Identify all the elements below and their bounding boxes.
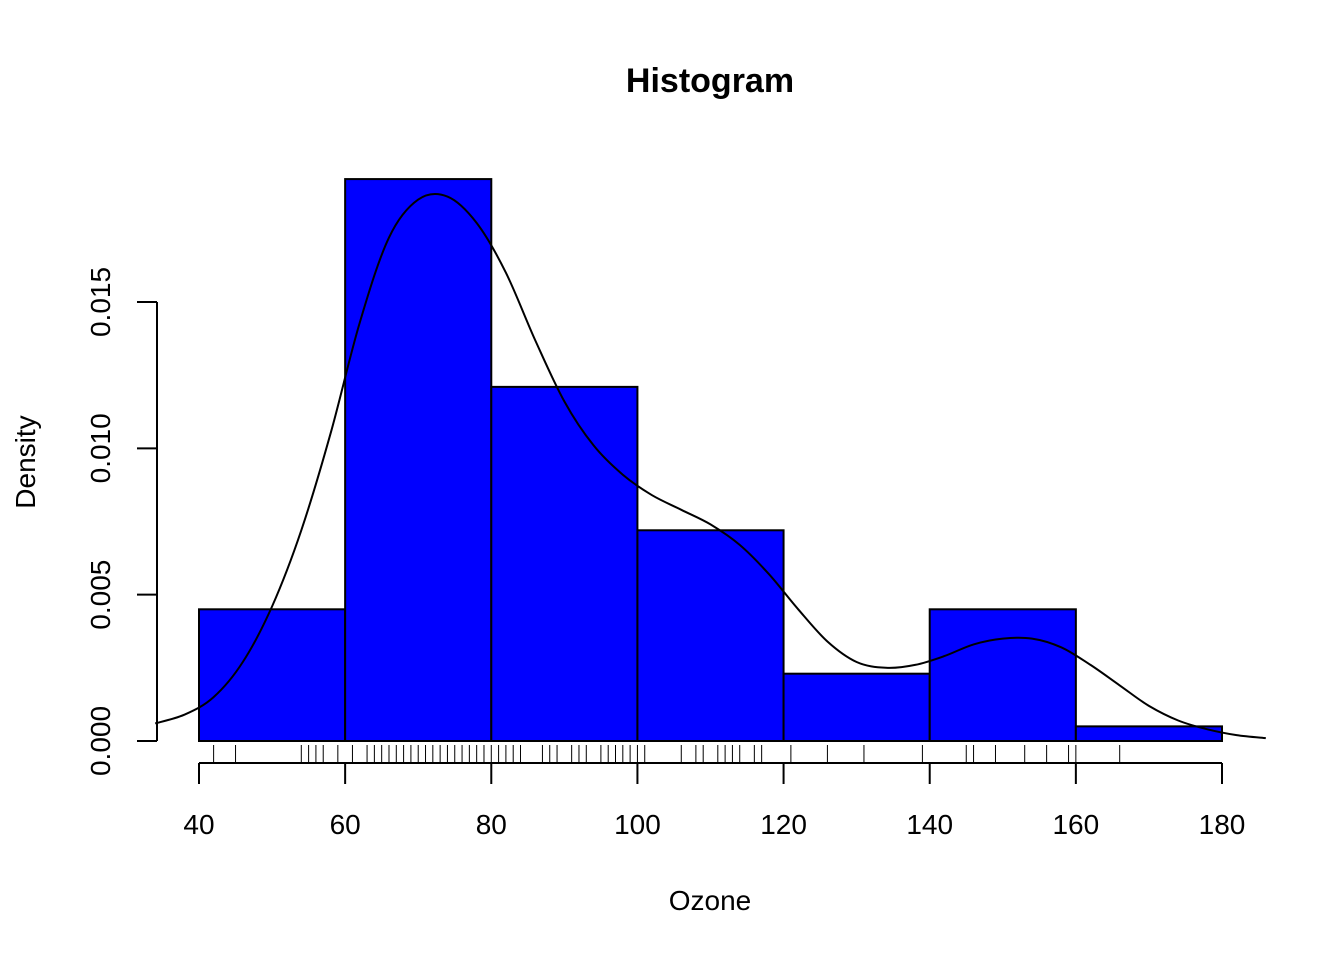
y-tick-label-0.015: 0.015 — [85, 267, 116, 337]
y-tick-label-0.000: 0.000 — [85, 706, 116, 776]
histogram-bar-1 — [198, 608, 347, 742]
chart-title: Histogram — [626, 62, 794, 100]
histogram-bar-6 — [928, 608, 1077, 742]
x-tick-label-140: 140 — [906, 809, 953, 840]
histogram-bar-7 — [1074, 725, 1224, 742]
histogram-bar-2 — [344, 178, 493, 742]
x-tick-label-60: 60 — [330, 809, 361, 840]
histogram-bar-4 — [636, 529, 785, 743]
rug-group — [213, 745, 1121, 762]
y-axis-label: Density — [10, 415, 41, 508]
density-curve-group — [154, 193, 1266, 740]
y-tick-label-0.010: 0.010 — [85, 413, 116, 483]
x-tick-label-80: 80 — [476, 809, 507, 840]
x-axis-label: Ozone — [669, 885, 752, 916]
y-tick-label-0.005: 0.005 — [85, 560, 116, 630]
x-tick-label-100: 100 — [614, 809, 661, 840]
x-tick-label-180: 180 — [1199, 809, 1246, 840]
x-tick-label-120: 120 — [760, 809, 807, 840]
x-tick-label-160: 160 — [1052, 809, 1099, 840]
x-tick-label-40: 40 — [183, 809, 214, 840]
density-curve — [154, 193, 1266, 740]
histogram-bar-5 — [782, 672, 931, 742]
histogram-bar-3 — [490, 385, 639, 742]
y-axis: 0.000 0.005 0.010 0.015 — [85, 267, 158, 776]
bars-group — [198, 178, 1224, 743]
x-axis: 40 60 80 100 120 140 160 180 — [183, 762, 1246, 840]
